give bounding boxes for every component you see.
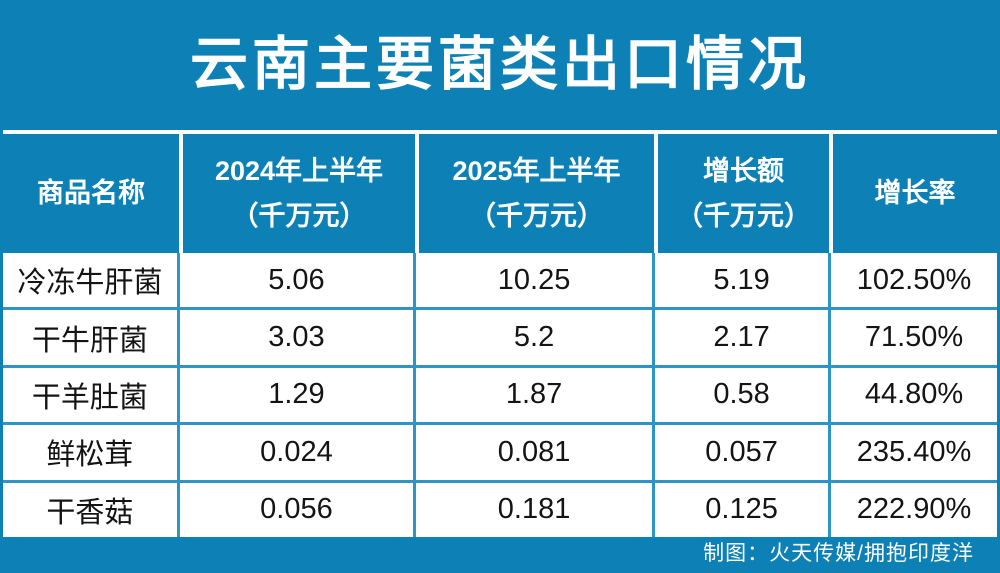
value-cell-h1_2024: 0.056 [179, 482, 414, 537]
value-cell-growth_amount: 0.125 [655, 482, 829, 537]
value-cell-growth_rate: 102.50% [831, 253, 997, 308]
value-cell-growth_amount: 0.58 [655, 367, 829, 423]
value-cell-growth_rate: 71.50% [831, 310, 997, 365]
column-header-line1: 2024年上半年 [214, 155, 384, 186]
column-header-line1: 增长率 [874, 178, 956, 209]
column-header: 增长额 （千万元） [654, 134, 829, 253]
value-cell-growth_amount: 2.17 [655, 310, 829, 365]
column-header: 商品名称 [3, 134, 179, 253]
column-header-line1: 增长额 [703, 155, 784, 186]
product-name-cell: 鲜松茸 [3, 425, 177, 480]
value-cell-growth_amount: 0.057 [655, 425, 829, 480]
product-name-cell: 干羊肚菌 [3, 367, 177, 423]
value-cell-growth_rate: 235.40% [831, 425, 997, 480]
page-title: 云南主要菌类出口情况 [189, 32, 810, 97]
value-cell-h1_2024: 3.03 [179, 310, 414, 365]
value-cell-h1_2024: 1.29 [179, 367, 414, 423]
value-cell-h1_2025: 5.2 [416, 310, 653, 365]
column-header: 2025年上半年 （千万元） [415, 134, 654, 253]
title-band: 云南主要菌类出口情况 [0, 0, 1000, 130]
column-header: 2024年上半年 （千万元） [179, 134, 415, 253]
column-header-line1: 2025年上半年 [452, 155, 621, 186]
column-header-line2: （千万元） [469, 200, 604, 231]
column-header: 增长率 [829, 134, 997, 253]
value-cell-growth_rate: 44.80% [831, 367, 997, 423]
table-body: 冷冻牛肝菌 5.06 10.25 5.19 102.50% 干牛肝菌 3.03 5.2 2.17… [3, 253, 997, 537]
value-cell-h1_2024: 5.06 [179, 253, 414, 308]
column-header-line1: 商品名称 [37, 178, 145, 209]
value-cell-h1_2025: 0.081 [416, 425, 653, 480]
product-name-cell: 干牛肝菌 [3, 310, 177, 365]
credit-line: 制图：火天传媒/拥抱印度洋 [703, 542, 974, 565]
product-name-cell: 干香菇 [3, 482, 177, 537]
column-header-line2: （千万元） [231, 200, 367, 231]
value-cell-growth_amount: 5.19 [655, 253, 829, 308]
value-cell-h1_2024: 0.024 [179, 425, 414, 480]
export-table: 商品名称 2024年上半年 （千万元） 2025年上半年 （千万元） 增长额 （千万元） 增长… [3, 130, 997, 537]
value-cell-growth_rate: 222.90% [831, 482, 997, 537]
value-cell-h1_2025: 0.181 [416, 482, 653, 537]
value-cell-h1_2025: 1.87 [416, 367, 653, 423]
table-header-row: 商品名称 2024年上半年 （千万元） 2025年上半年 （千万元） 增长额 （千万元） 增长… [3, 130, 997, 253]
value-cell-h1_2025: 10.25 [416, 253, 653, 308]
product-name-cell: 冷冻牛肝菌 [3, 253, 177, 308]
column-header-line2: （千万元） [676, 200, 811, 231]
